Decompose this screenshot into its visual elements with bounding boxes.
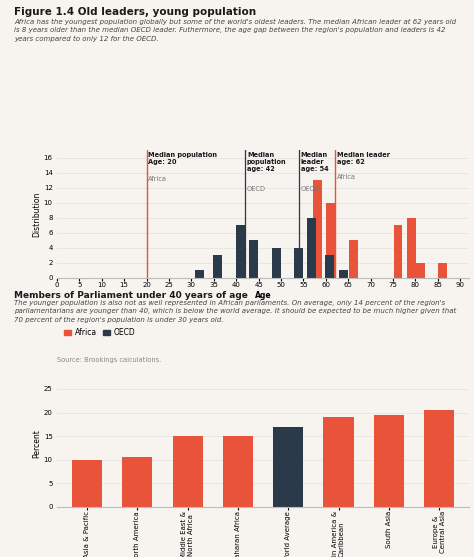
Bar <box>326 203 335 278</box>
Bar <box>325 255 334 278</box>
Bar <box>374 415 404 507</box>
Text: Median population
Age: 20: Median population Age: 20 <box>148 152 217 165</box>
Bar <box>173 436 203 507</box>
Bar <box>313 180 322 278</box>
Bar <box>273 427 303 507</box>
Text: OECD: OECD <box>301 185 320 192</box>
Bar <box>349 240 358 278</box>
Bar <box>323 417 354 507</box>
Bar <box>122 457 153 507</box>
Bar <box>236 225 245 278</box>
Bar <box>195 270 204 278</box>
Text: Median leader
age: 62: Median leader age: 62 <box>337 152 390 165</box>
Bar <box>294 248 303 278</box>
X-axis label: Age: Age <box>255 291 272 300</box>
Bar <box>438 263 447 278</box>
Text: Median
population
age: 42: Median population age: 42 <box>247 152 287 172</box>
Text: Africa has the youngest population globally but some of the world's oldest leade: Africa has the youngest population globa… <box>14 19 456 42</box>
Text: Median
leader
age: 54: Median leader age: 54 <box>301 152 328 172</box>
Bar <box>416 263 425 278</box>
Text: Africa: Africa <box>148 176 167 182</box>
Text: Africa: Africa <box>337 174 356 180</box>
Text: Members of Parliament under 40 years of age: Members of Parliament under 40 years of … <box>14 291 248 300</box>
Legend: Africa, OECD: Africa, OECD <box>61 325 138 340</box>
Bar <box>272 248 281 278</box>
Bar <box>339 270 348 278</box>
Bar <box>223 436 253 507</box>
Bar <box>249 240 258 278</box>
Text: Figure 1.4 Old leaders, young population: Figure 1.4 Old leaders, young population <box>14 7 256 17</box>
Bar <box>308 218 317 278</box>
Bar <box>393 225 402 278</box>
Y-axis label: Distribution: Distribution <box>32 192 41 237</box>
Bar <box>407 218 416 278</box>
Y-axis label: Percent: Percent <box>32 429 41 458</box>
Text: The younger population is also not as well represented in African parliaments. O: The younger population is also not as we… <box>14 300 456 323</box>
Bar <box>213 255 222 278</box>
Bar <box>424 410 454 507</box>
Text: OECD: OECD <box>247 185 266 192</box>
Text: Source: Brookings calculations.: Source: Brookings calculations. <box>57 356 161 363</box>
Bar <box>72 460 102 507</box>
